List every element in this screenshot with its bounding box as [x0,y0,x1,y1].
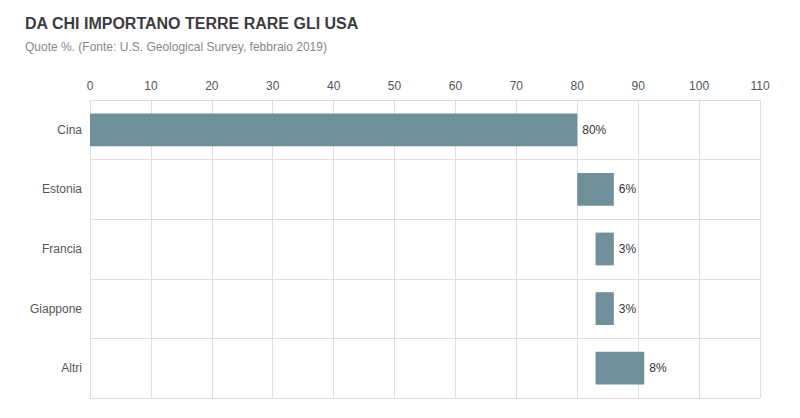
svg-text:3%: 3% [619,302,637,316]
svg-text:100: 100 [689,79,709,93]
svg-text:8%: 8% [649,361,667,375]
svg-text:20: 20 [205,79,219,93]
svg-text:6%: 6% [619,182,637,196]
svg-text:Giappone: Giappone [30,302,82,316]
svg-text:70: 70 [510,79,524,93]
svg-text:Quote %. (Fonte: U.S. Geologic: Quote %. (Fonte: U.S. Geological Survey,… [25,40,327,54]
svg-text:80%: 80% [582,123,606,137]
svg-text:Estonia: Estonia [42,182,82,196]
svg-text:80: 80 [571,79,585,93]
svg-text:3%: 3% [619,242,637,256]
svg-text:40: 40 [327,79,341,93]
svg-text:DA CHI IMPORTANO TERRE RARE GL: DA CHI IMPORTANO TERRE RARE GLI USA [25,15,359,32]
svg-text:10: 10 [144,79,158,93]
svg-text:Altri: Altri [61,361,82,375]
svg-text:0: 0 [87,79,94,93]
svg-text:Francia: Francia [42,242,82,256]
svg-text:90: 90 [632,79,646,93]
svg-text:110: 110 [750,79,769,93]
svg-text:50: 50 [388,79,402,93]
svg-text:Cina: Cina [57,123,82,137]
svg-text:60: 60 [449,79,463,93]
svg-text:30: 30 [266,79,280,93]
